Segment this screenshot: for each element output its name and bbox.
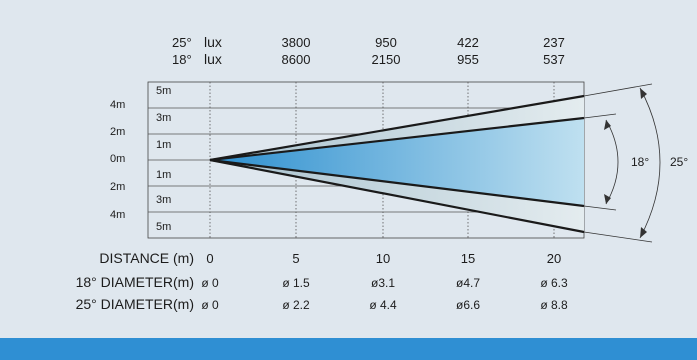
- distance-value: 5: [292, 251, 299, 266]
- lux-angle-25: 25°: [172, 35, 192, 50]
- diameter-value: ø 0: [201, 276, 219, 290]
- inner-scale: 5m 3m 1m 1m 3m 5m: [156, 85, 171, 233]
- inner-scale-label: 5m: [156, 85, 171, 97]
- inner-scale-label: 5m: [156, 221, 171, 233]
- lux-value: 237: [543, 35, 565, 50]
- arc-25: [639, 87, 661, 239]
- diameter-value: ø 8.8: [540, 298, 568, 312]
- left-scale-label: 2m: [110, 126, 125, 138]
- inner-scale-label: 3m: [156, 194, 171, 206]
- lux-value: 3800: [282, 35, 311, 50]
- distance-label: DISTANCE (m): [99, 250, 194, 266]
- diameter-value: ø6.6: [456, 298, 480, 312]
- lux-row-18: 18° lux 8600 2150 955 537: [172, 51, 565, 67]
- lux-row-25: 25° lux 3800 950 422 237: [172, 34, 565, 50]
- diameter-value: ø 1.5: [282, 276, 310, 290]
- lux-angle-18: 18°: [172, 52, 192, 67]
- angle-label-25: 25°: [670, 155, 688, 169]
- arrowheads: [604, 88, 647, 238]
- inner-scale-label: 1m: [156, 139, 171, 151]
- left-scale-label: 4m: [110, 99, 125, 111]
- arc-18: [605, 119, 619, 205]
- lux-value: 537: [543, 52, 565, 67]
- diameter-value: ø 2.2: [282, 298, 310, 312]
- distance-value: 10: [376, 251, 390, 266]
- lux-value: 950: [375, 35, 397, 50]
- distance-value: 15: [461, 251, 475, 266]
- diameter-value: ø3.1: [371, 276, 395, 290]
- lux-unit-18: lux: [204, 51, 222, 67]
- inner-scale-label: 1m: [156, 169, 171, 181]
- lux-value: 955: [457, 52, 479, 67]
- diameter-row-25: 25° DIAMETER(m) ø 0 ø 2.2 ø 4.4 ø6.6 ø 8…: [76, 296, 568, 312]
- diameter-value: ø4.7: [456, 276, 480, 290]
- diameter-row-18: 18° DIAMETER(m) ø 0 ø 1.5 ø3.1 ø4.7 ø 6.…: [76, 274, 568, 290]
- distance-row: DISTANCE (m) 0 5 10 15 20: [99, 250, 561, 266]
- lux-unit-25: lux: [204, 34, 222, 50]
- angle-guides: [583, 83, 661, 243]
- angle-label-18: 18°: [631, 155, 649, 169]
- beam-edges: [209, 94, 585, 234]
- inner-scale-label: 3m: [156, 112, 171, 124]
- left-scale-label: 2m: [110, 181, 125, 193]
- lux-value: 8600: [282, 52, 311, 67]
- distance-value: 20: [547, 251, 561, 266]
- distance-value: 0: [206, 251, 213, 266]
- lux-value: 422: [457, 35, 479, 50]
- beam-inner-18: [210, 118, 584, 206]
- footer-bar: [0, 338, 697, 360]
- lux-value: 2150: [372, 52, 401, 67]
- diameter-value: ø 0: [201, 298, 219, 312]
- left-scale-label: 4m: [110, 209, 125, 221]
- left-scale: 4m 2m 0m 2m 4m: [110, 99, 125, 221]
- diameter-label-25: 25° DIAMETER(m): [76, 296, 194, 312]
- diameter-value: ø 6.3: [540, 276, 568, 290]
- diameter-label-18: 18° DIAMETER(m): [76, 274, 194, 290]
- left-scale-label: 0m: [110, 153, 125, 165]
- diameter-value: ø 4.4: [369, 298, 397, 312]
